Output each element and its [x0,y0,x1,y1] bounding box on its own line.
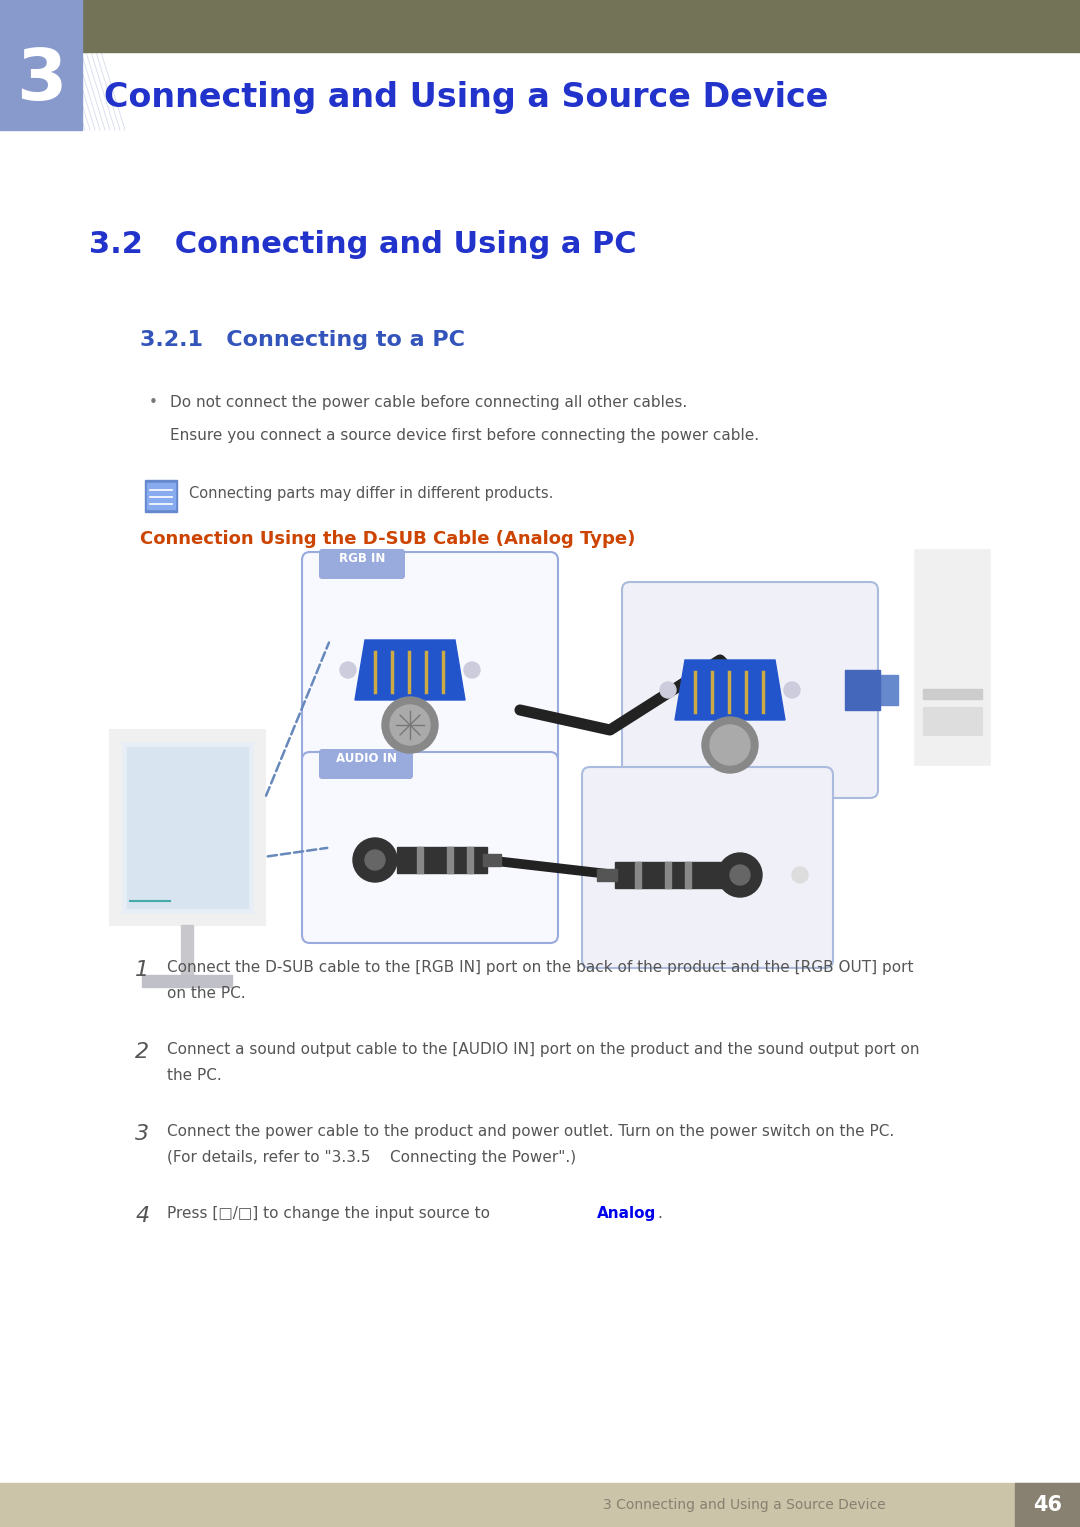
FancyBboxPatch shape [302,751,558,944]
Text: 3 Connecting and Using a Source Device: 3 Connecting and Using a Source Device [603,1498,886,1512]
Bar [447,847,453,873]
Text: 3.2   Connecting and Using a PC: 3.2 Connecting and Using a PC [89,231,636,260]
FancyBboxPatch shape [302,551,558,768]
Bar [597,869,617,881]
FancyBboxPatch shape [622,582,878,799]
FancyBboxPatch shape [319,750,413,779]
Text: 3.2.1   Connecting to a PC: 3.2.1 Connecting to a PC [140,330,465,350]
Circle shape [365,851,384,870]
Circle shape [340,663,356,678]
Bar [878,675,897,705]
Circle shape [730,864,750,886]
Bar [845,670,880,710]
Text: 1: 1 [135,960,149,980]
Text: RGB IN: RGB IN [339,551,386,565]
Text: Connect the power cable to the product and power outlet. Turn on the power switc: Connect the power cable to the product a… [167,1124,894,1139]
Bar [146,479,177,512]
Bar [915,550,990,765]
Text: 3: 3 [135,1124,149,1144]
Text: Connection Using the D-SUB Cable (Analog Type): Connection Using the D-SUB Cable (Analog… [140,530,636,548]
Bar [685,863,691,889]
Text: (For details, refer to "3.3.5    Connecting the Power".): (For details, refer to "3.3.5 Connecting… [167,1150,577,1165]
Text: Connect a sound output cable to the [AUDIO IN] port on the product and the sound: Connect a sound output cable to the [AUD… [167,1041,920,1057]
Bar [615,863,742,889]
FancyBboxPatch shape [582,767,833,968]
Text: the PC.: the PC. [167,1067,222,1083]
Circle shape [660,683,676,698]
Text: AUDIO IN: AUDIO IN [336,751,396,765]
Text: 2: 2 [135,1041,149,1061]
Circle shape [718,854,762,896]
Circle shape [702,718,758,773]
Circle shape [792,867,808,883]
Polygon shape [675,660,785,721]
Circle shape [464,663,480,678]
Bar [0,1483,1080,1527]
Text: Connecting parts may differ in different products.: Connecting parts may differ in different… [189,486,554,501]
Text: Ensure you connect a source device first before connecting the power cable.: Ensure you connect a source device first… [171,428,759,443]
Bar [127,747,248,909]
Text: 3: 3 [16,46,66,115]
Bar [181,925,193,976]
Text: on the PC.: on the PC. [167,986,246,1002]
Bar [0,0,1080,52]
Bar [397,847,487,873]
Text: 46: 46 [1032,1495,1062,1515]
Circle shape [710,725,750,765]
Polygon shape [355,640,465,699]
Bar [923,707,982,734]
Bar [0,0,82,130]
Bar [1015,1483,1080,1527]
Bar [147,483,175,508]
Text: Analog: Analog [597,1206,657,1222]
Bar [467,847,473,873]
Bar [635,863,642,889]
Circle shape [390,705,430,745]
Bar [141,976,232,986]
Bar [483,854,501,866]
Bar [923,689,982,699]
Bar [110,730,265,925]
Circle shape [382,696,438,753]
Text: Connecting and Using a Source Device: Connecting and Using a Source Device [104,81,828,115]
Bar [665,863,671,889]
Text: Do not connect the power cable before connecting all other cables.: Do not connect the power cable before co… [171,395,688,411]
Text: .: . [658,1206,662,1222]
Circle shape [353,838,397,883]
Bar [122,742,253,913]
Bar [417,847,423,873]
FancyBboxPatch shape [319,550,405,579]
Text: Press [□/□] to change the input source to: Press [□/□] to change the input source t… [167,1206,496,1222]
Text: 4: 4 [135,1206,149,1226]
Text: •: • [148,395,158,411]
Circle shape [784,683,800,698]
Text: Connect the D-SUB cable to the [RGB IN] port on the back of the product and the : Connect the D-SUB cable to the [RGB IN] … [167,960,914,976]
